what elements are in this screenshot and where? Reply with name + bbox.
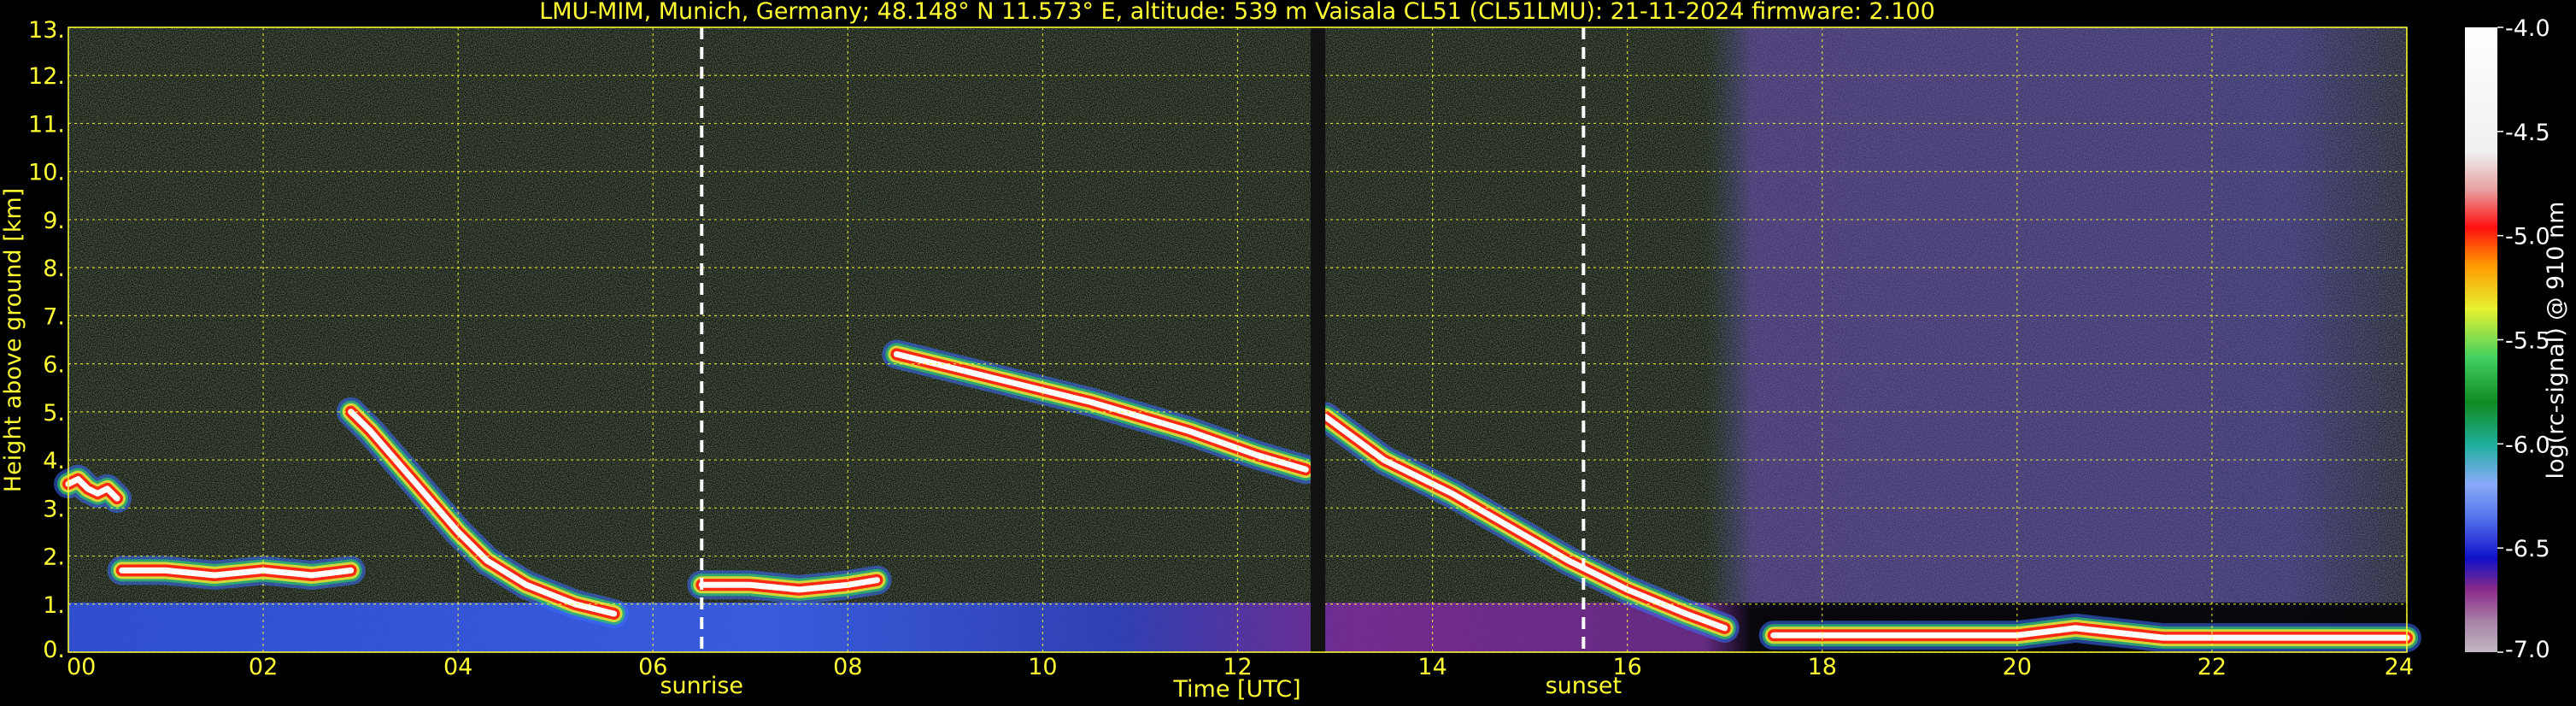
x-tick-labels: 00 02 04 06 08 10 12 14 16 18 20 22 24 [67, 654, 2414, 680]
sunrise-label: sunrise [660, 673, 743, 699]
y-tick-labels: 0. 1. 2. 3. 4. 5. 6. 7. 8. 9. 10. 11. 12. 13. [28, 17, 65, 663]
cloud-layer-5-band-4 [1322, 414, 1728, 632]
colorbar-tick-label: -5.5 [2505, 328, 2550, 355]
cloud-layer-4-band-4 [893, 350, 1309, 473]
x-tick-label: 12 [1223, 654, 1252, 680]
colorbar-ticks: -4.0 -4.5 -5.0 -5.5 -6.0 -6.5 -7.0 [2497, 15, 2550, 663]
data-gap [1311, 27, 1326, 652]
x-tick-label: 08 [833, 654, 862, 680]
colorbar-tick-label: -7.0 [2505, 637, 2550, 663]
plot-frame [67, 26, 2408, 653]
colorbar-tick-label: -6.0 [2505, 432, 2550, 458]
x-tick-label: 14 [1417, 654, 1446, 680]
cloud-layer-3-band-4 [698, 577, 880, 593]
chart-title: LMU-MIM, Munich, Germany; 48.148° N 11.5… [539, 0, 1935, 25]
y-tick-label: 1. [43, 592, 65, 619]
x-tick-label: 20 [2003, 654, 2032, 680]
colorbar [2465, 27, 2497, 652]
y-tick-label: 6. [43, 352, 65, 379]
y-tick-label: 4. [43, 448, 65, 474]
colorbar-tick-label: -5.0 [2505, 224, 2550, 250]
x-tick-label: 10 [1028, 654, 1057, 680]
colorbar-tick-label: -4.0 [2505, 15, 2550, 42]
cloud-layer-6-band-4 [1770, 625, 2410, 641]
colorbar-label: log(rc-signal) @ 910 nm [2543, 202, 2569, 479]
y-tick-label: 13. [28, 17, 65, 44]
x-tick-label: 06 [638, 654, 667, 680]
y-tick-label: 0. [43, 637, 65, 663]
sunset-label: sunset [1546, 673, 1622, 699]
cloud-layer-0-band-4 [65, 476, 120, 502]
y-tick-label: 5. [43, 400, 65, 427]
x-tick-label: 18 [1808, 654, 1837, 680]
x-tick-label: 00 [67, 654, 96, 680]
y-tick-label: 8. [43, 256, 65, 282]
y-tick-label: 12. [28, 63, 65, 90]
colorbar-tick-label: -4.5 [2505, 120, 2550, 146]
y-tick-label: 9. [43, 208, 65, 234]
x-tick-label: 22 [2198, 654, 2227, 680]
x-tick-label: 02 [249, 654, 278, 680]
y-axis-label: Height above ground [km] [0, 188, 26, 492]
event-markers: sunrise sunset [660, 27, 1622, 699]
y-tick-label: 3. [43, 496, 65, 522]
colorbar-tick-label: -6.5 [2505, 536, 2550, 562]
x-axis-label: Time [UTC] [1172, 676, 1300, 703]
x-tick-label: 04 [443, 654, 472, 680]
y-tick-label: 2. [43, 544, 65, 571]
x-tick-label: 16 [1612, 654, 1641, 680]
y-tick-label: 11. [28, 111, 65, 138]
y-tick-label: 7. [43, 303, 65, 330]
cloud-layer-1-band-4 [119, 567, 355, 579]
x-tick-label: 24 [2385, 654, 2414, 680]
y-tick-label: 10. [28, 160, 65, 186]
